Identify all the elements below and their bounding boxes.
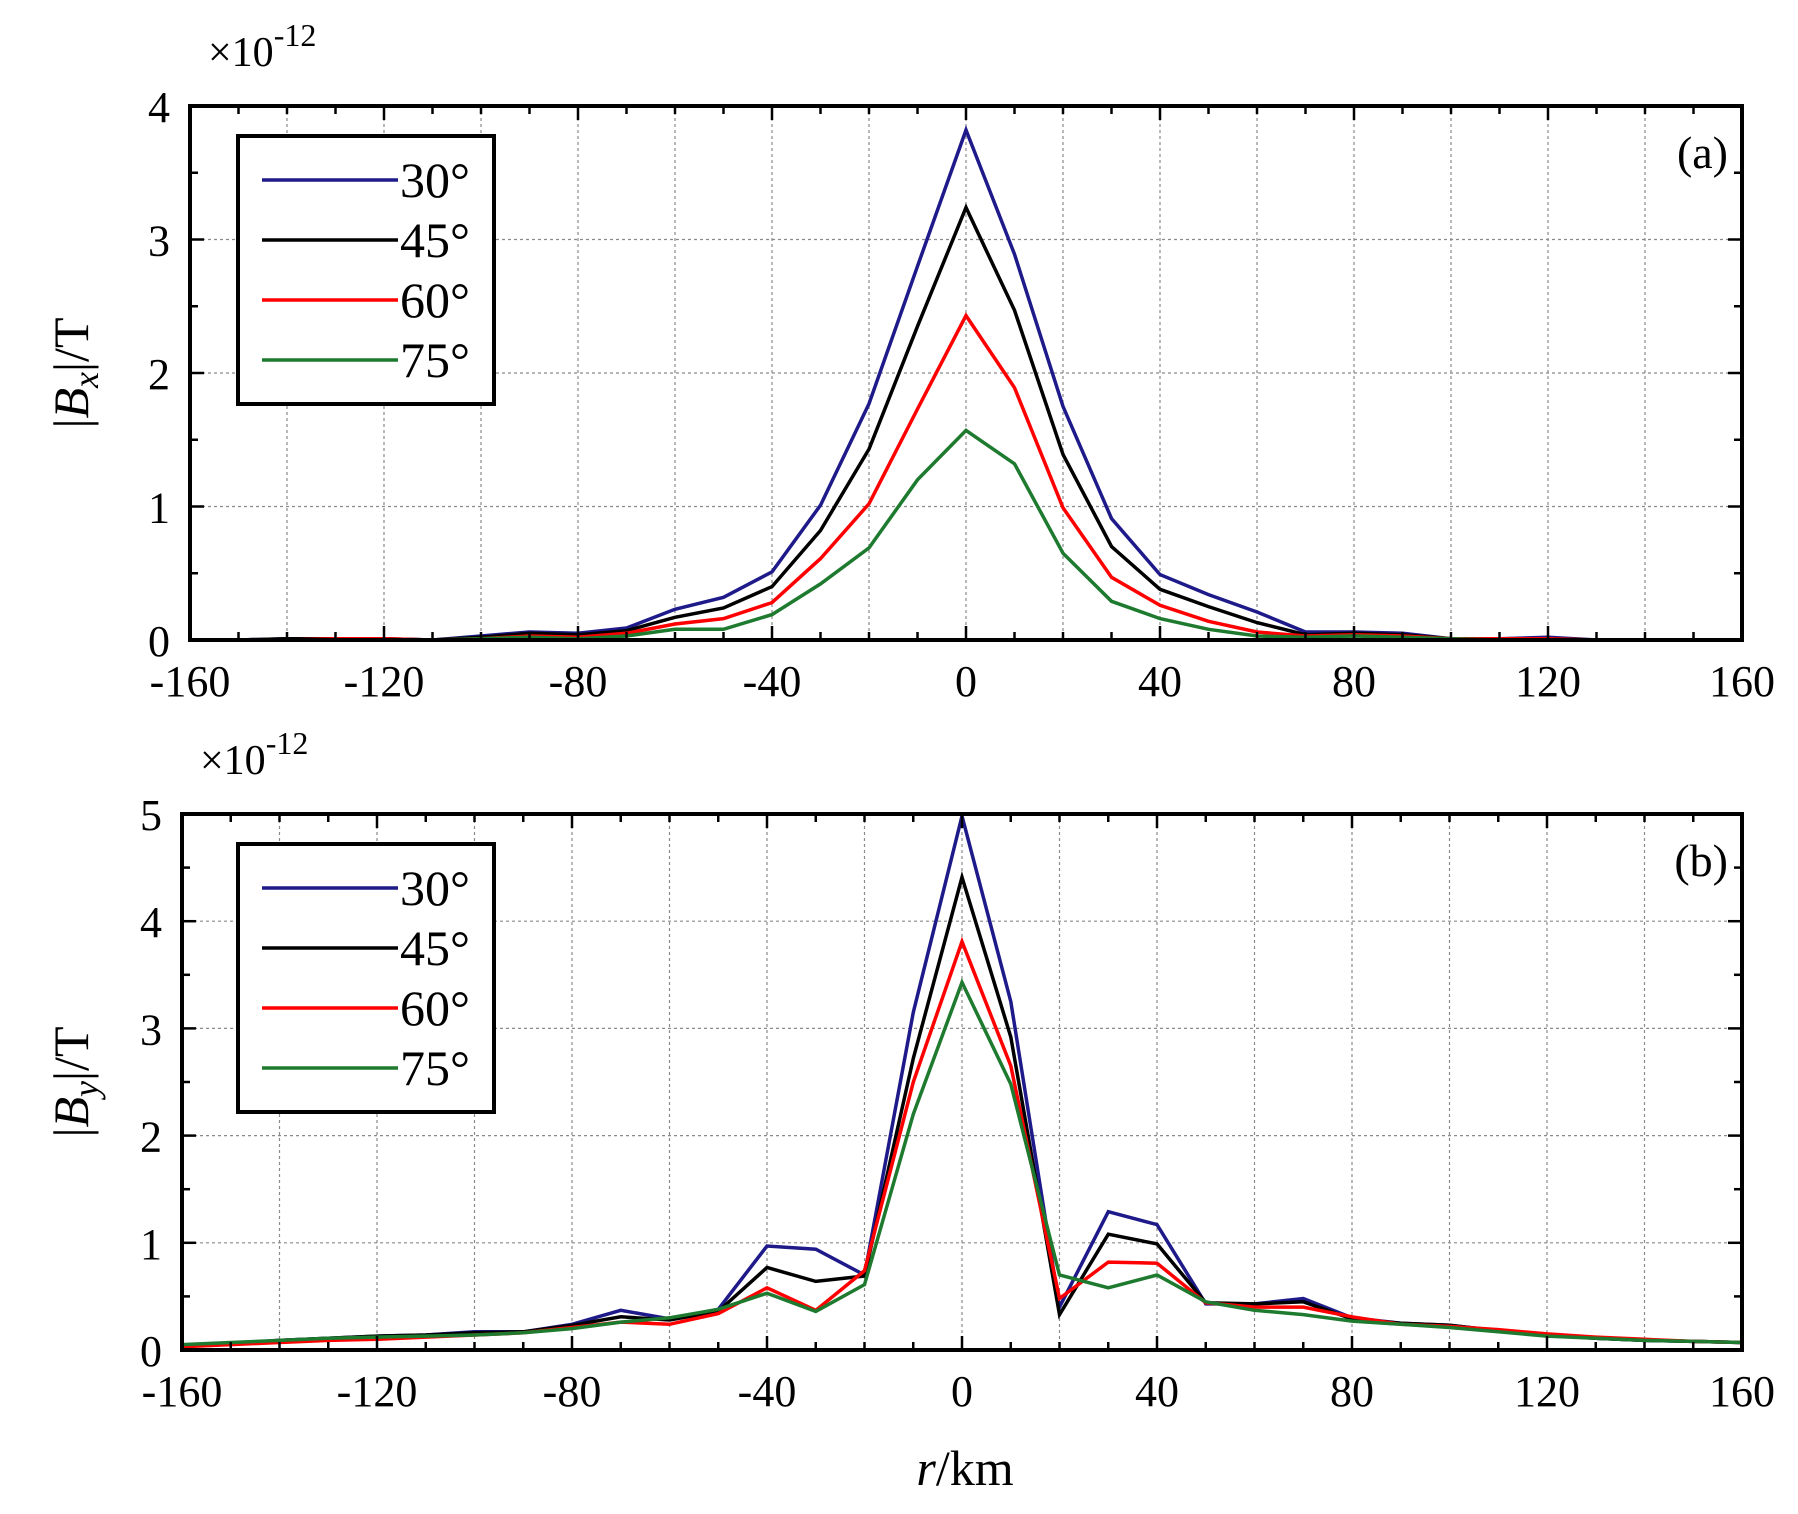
panel-a-legend: 30°45°60°75°	[236, 134, 496, 406]
panel-a-x-tick-label: 160	[1709, 657, 1775, 706]
panel-a-y-tick-label: 2	[148, 350, 170, 399]
panel-a-x-tick-label: 40	[1138, 657, 1182, 706]
panel-b-y-tick-label: 3	[140, 1005, 162, 1054]
panel-a-y-tick-label: 3	[148, 217, 170, 266]
panel-a-x-tick-label: 80	[1332, 657, 1376, 706]
panel-b-ylabel-sub: y	[66, 1081, 106, 1100]
panel-b-y-tick-label: 4	[140, 898, 162, 947]
panel-a-y-exponent: ×10-12	[208, 17, 316, 76]
panel-a-x-tick-label: -40	[743, 657, 802, 706]
panel-b-ylabel-var: B	[43, 1097, 99, 1128]
panel-b-x-tick-label: -120	[337, 1367, 418, 1416]
panel-b-y-exponent: ×10-12	[200, 725, 308, 784]
panel-a-y-exponent-base: ×10	[208, 30, 274, 76]
panel-a-ylabel-sub: x	[66, 372, 106, 389]
panel-b-series-line-4	[181, 977, 1743, 1347]
x-axis-label-var: r	[916, 1440, 936, 1496]
panel-b-ylabel-prefix: |	[43, 1127, 99, 1137]
panel-b-legend: 30°45°60°75°	[236, 842, 496, 1114]
panel-a-x-tick-label: -160	[150, 657, 231, 706]
panel-a-legend-label: 45°	[400, 212, 470, 268]
panel-b-ticks: -160 -120 -80 -40 0 40 80 120 160 0 1 2 3 4 5	[140, 791, 1775, 1416]
panel-b-ylabel-suffix: |/T	[43, 1027, 99, 1081]
x-axis-label: r/km	[916, 1440, 1013, 1496]
panel-b-x-tick-label: 40	[1135, 1367, 1179, 1416]
panel-a-y-tick-label: 4	[148, 83, 170, 132]
panel-b-x-tick-label: -40	[738, 1367, 797, 1416]
panel-b-x-tick-label: 80	[1330, 1367, 1374, 1416]
panel-b-y-axis-label: |By|/T	[43, 1027, 106, 1138]
panel-a-legend-label: 60°	[400, 272, 470, 328]
panel-a-y-tick-label: 0	[148, 617, 170, 666]
panel-a-ylabel-prefix: |	[43, 418, 99, 428]
panel-a-ticks: -160 -120 -80 -40 0 40 80 120 160 0 1 2 3 4	[148, 83, 1775, 706]
panel-b: -160 -120 -80 -40 0 40 80 120 160 0 1 2 3 4 5 ×10-12 |…	[43, 725, 1775, 1416]
panel-b-x-tick-label: -80	[543, 1367, 602, 1416]
panel-a-x-tick-label: 0	[955, 657, 977, 706]
panel-b-y-tick-label: 2	[140, 1113, 162, 1162]
panel-a-y-tick-label: 1	[148, 484, 170, 533]
panel-b-tag: (b)	[1674, 835, 1728, 886]
panel-b-y-tick-label: 0	[140, 1327, 162, 1376]
panel-b-x-tick-label: 160	[1709, 1367, 1775, 1416]
panel-a-ylabel-var: B	[43, 388, 99, 419]
panel-b-y-tick-label: 5	[140, 791, 162, 840]
panel-a-y-exponent-power: -12	[274, 17, 317, 53]
panel-a-x-tick-label: -80	[549, 657, 608, 706]
panel-a-x-tick-label: 120	[1515, 657, 1581, 706]
panel-b-y-tick-label: 1	[140, 1220, 162, 1269]
panel-b-x-tick-label: -160	[142, 1367, 223, 1416]
panel-b-x-tick-label: 0	[951, 1367, 973, 1416]
x-axis-label-unit: /km	[936, 1440, 1014, 1496]
panel-a-x-tick-label: -120	[344, 657, 425, 706]
panel-a-legend-label: 30°	[400, 152, 470, 208]
panel-a-legend-label: 75°	[400, 332, 470, 388]
panel-a-y-axis-label: |Bx|/T	[43, 318, 106, 429]
panel-a: -160 -120 -80 -40 0 40 80 120 160 0 1 2 3 4 ×10-12 |B…	[43, 17, 1775, 706]
panel-b-y-exponent-base: ×10	[200, 738, 266, 784]
panel-a-ylabel-suffix: |/T	[43, 318, 99, 372]
panel-b-legend-label: 60°	[400, 980, 470, 1036]
panel-b-legend-label: 30°	[400, 860, 470, 916]
panel-b-legend-label: 45°	[400, 920, 470, 976]
panel-a-tag: (a)	[1677, 127, 1728, 178]
panel-b-y-exponent-power: -12	[266, 725, 309, 761]
panel-b-x-tick-label: 120	[1514, 1367, 1580, 1416]
panel-b-legend-label: 75°	[400, 1040, 470, 1096]
